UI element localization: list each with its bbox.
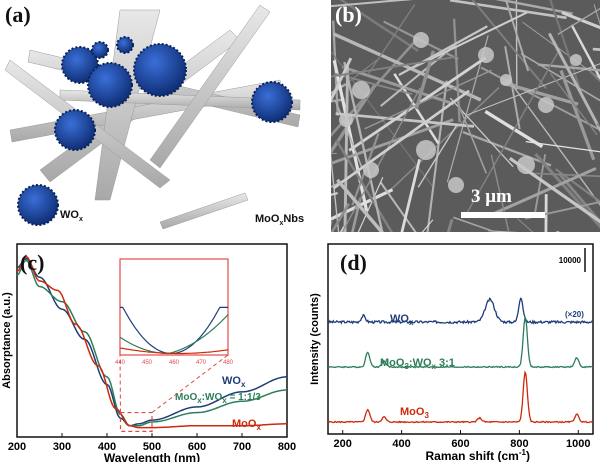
scale-bar-label: 3 μm: [471, 186, 512, 208]
panel-d-label: (d): [340, 250, 367, 276]
panel-a: WOx MoOxNbs (a): [0, 0, 310, 232]
inset-tick-label: 480: [223, 360, 234, 366]
legend-mix: MoOx:WOx = 1:1/3: [175, 392, 261, 405]
x-tick-label: 1000: [566, 438, 590, 450]
panel-c-label: (c): [20, 250, 44, 276]
x-tick-label: 800: [278, 441, 296, 453]
x-tick-label: 200: [334, 438, 352, 450]
y-axis-label: Absorptance (a.u.): [1, 292, 13, 389]
inset-tick-label: 460: [169, 360, 180, 366]
x-tick-label: 400: [392, 438, 410, 450]
x-axis-label: Raman shift (cm-1): [426, 448, 530, 462]
x-axis-label: Wavelength (nm): [104, 451, 200, 462]
x-tick-label: 200: [8, 441, 26, 453]
plot-frame: [328, 244, 593, 434]
series-line: [328, 298, 593, 323]
series-line: [328, 317, 593, 367]
sem-image: [331, 0, 600, 232]
label-mix: MoO3:WOx 3:1: [380, 357, 455, 371]
panel-a-label: (a): [5, 2, 31, 28]
panel-b-label: (b): [335, 2, 362, 28]
panel-b: (b) 3 μm: [331, 0, 600, 232]
inset-frame: [120, 259, 228, 355]
inset-tick-label: 450: [142, 360, 153, 366]
x-tick-label: 300: [53, 441, 71, 453]
legend-wox: WOx: [222, 375, 246, 389]
scale-bar: [461, 212, 545, 218]
label-wox: WOx: [390, 313, 414, 327]
inset-tick-label: 440: [115, 360, 126, 366]
label-x20: (×20): [565, 310, 584, 319]
y-axis-label: Intensity (counts): [309, 293, 321, 385]
legend-belt-swatch: [160, 193, 248, 229]
zoom-connector: [152, 355, 228, 413]
legend-sphere-label: WOx: [60, 209, 83, 223]
x-tick-label: 700: [233, 441, 251, 453]
series-line: [328, 372, 593, 422]
label-moo3: MoO3: [400, 406, 429, 420]
legend-belt-label: MoOxNbs: [255, 213, 304, 227]
inset-tick-label: 470: [196, 360, 207, 366]
panel-a-illustration: WOx MoOxNbs: [0, 0, 310, 232]
legend-moox: MoOx: [232, 418, 261, 432]
intensity-scale-label: 10000: [559, 256, 582, 265]
